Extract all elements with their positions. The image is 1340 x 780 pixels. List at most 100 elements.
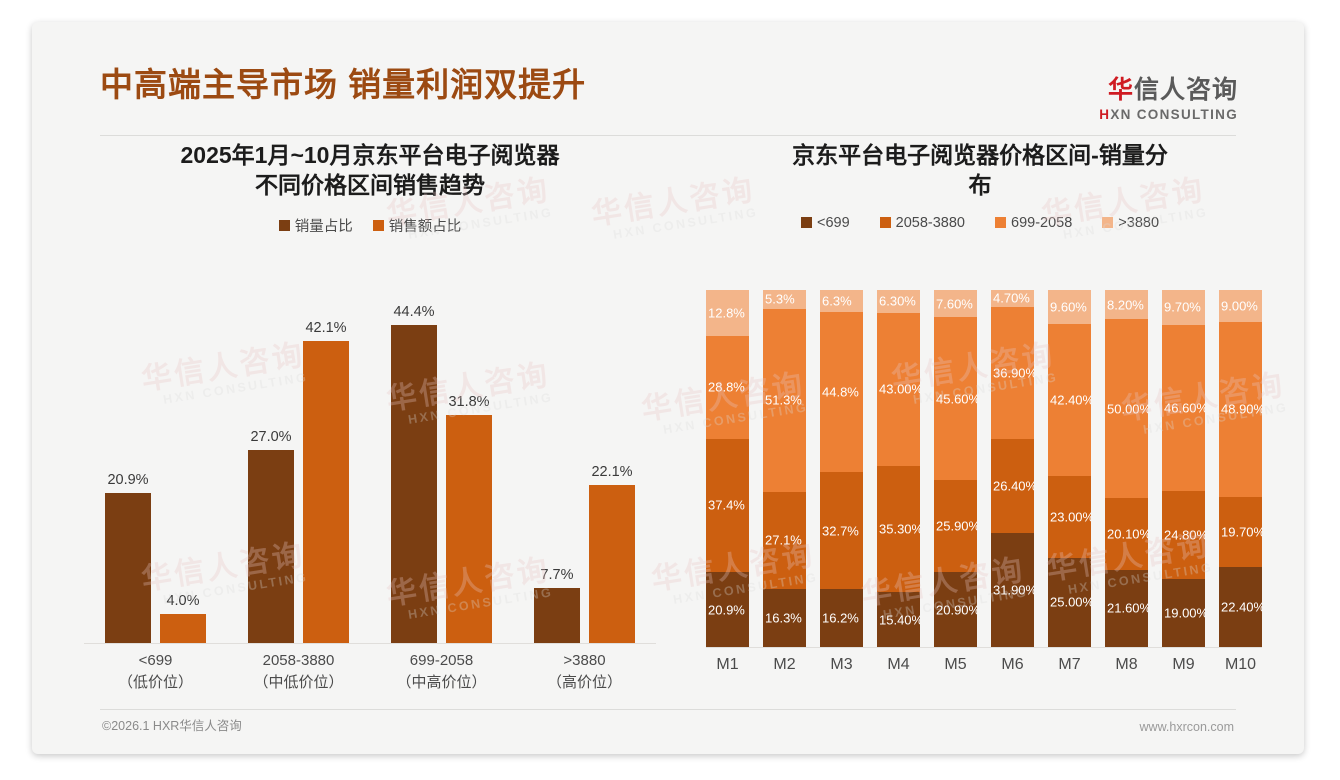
bar[interactable] <box>534 587 580 643</box>
stack-segment[interactable]: 20.10% <box>1105 497 1148 570</box>
stacked-bar-column[interactable]: 8.20% 50.00% 20.10% 21.60% <box>1105 290 1148 647</box>
stack-segment-label: 4.70% <box>993 290 1030 306</box>
stack-segment[interactable]: 44.8% <box>820 312 863 473</box>
stack-segment[interactable]: 19.00% <box>1162 579 1205 647</box>
x-axis-labels-left: <699 （低价位） 2058-3880 （中低价位） 699-2058 （中高价位） >3… <box>84 650 656 694</box>
stack-segment[interactable]: 24.80% <box>1162 490 1205 580</box>
stack-segment[interactable]: 15.40% <box>877 592 920 647</box>
stack-segment[interactable]: 28.8% <box>706 335 749 439</box>
stacked-bar-column[interactable]: 5.3% 51.3% 27.1% 16.3% <box>763 290 806 647</box>
stack-segment[interactable]: 43.00% <box>877 312 920 467</box>
bar[interactable] <box>446 415 492 643</box>
stack-segment-label: 22.40% <box>1221 599 1262 615</box>
legend-item-right-1[interactable]: 2058-3880 <box>879 215 965 231</box>
bar[interactable] <box>105 493 151 643</box>
stack-segment[interactable]: 12.8% <box>706 290 749 336</box>
legend-item-left-0[interactable]: 销量占比 <box>278 215 353 236</box>
bar[interactable] <box>391 324 437 643</box>
stack-segment[interactable]: 32.7% <box>820 472 863 590</box>
bar[interactable] <box>160 614 206 643</box>
stacked-bar-column[interactable]: 7.60% 45.60% 25.90% 20.90% <box>934 290 977 647</box>
legend-swatch-icon <box>1102 217 1114 229</box>
bar[interactable] <box>303 341 349 643</box>
legend-item-right-2[interactable]: 699-2058 <box>995 215 1072 231</box>
stack-segment[interactable]: 35.30% <box>877 466 920 593</box>
bar[interactable] <box>248 449 294 643</box>
x-axis-label: >3880 （高价位） <box>513 650 656 694</box>
bar-groups: 20.9% 4.0% 27.0% 42.1% 44.4% 31.8% 7.7% 22.1% <box>84 300 656 643</box>
stack-segment[interactable]: 5.3% <box>763 290 806 309</box>
bar-column[interactable]: 27.0% <box>248 300 294 643</box>
bar-column[interactable]: 22.1% <box>589 300 635 643</box>
stack-segment[interactable]: 36.90% <box>991 306 1034 439</box>
bar-column[interactable]: 7.7% <box>534 300 580 643</box>
legend-item-right-3[interactable]: >3880 <box>1102 215 1159 231</box>
stacked-bar-column[interactable]: 12.8% 28.8% 37.4% 20.9% <box>706 290 749 647</box>
x-axis-label: 2058-3880 （中低价位） <box>227 650 370 694</box>
stack-segment-label: 35.30% <box>879 521 920 537</box>
chart-title-left-line2: 不同价格区间销售趋势 <box>255 172 485 199</box>
stack-segment[interactable]: 9.60% <box>1048 290 1091 325</box>
bar[interactable] <box>589 484 635 643</box>
stack-segment[interactable]: 23.00% <box>1048 475 1091 558</box>
x-axis-label: <699 （低价位） <box>84 650 227 694</box>
stack-segment[interactable]: 8.20% <box>1105 290 1148 320</box>
stack-segment[interactable]: 22.40% <box>1219 567 1262 647</box>
stack-segment-label: 48.90% <box>1221 401 1262 417</box>
stack-segment[interactable]: 4.70% <box>991 290 1034 307</box>
chart-plot-right: 12.8% 28.8% 37.4% 20.9% 5.3% 51.3% 27.1% 16.3% 6… <box>706 290 1262 648</box>
stacked-bar-column[interactable]: 6.30% 43.00% 35.30% 15.40% <box>877 290 920 647</box>
stack-segment[interactable]: 27.1% <box>763 492 806 589</box>
chart-panel-volume-distribution: 京东平台电子阅览器价格区间-销量分 布 <699 2058-3880 699-205… <box>680 140 1280 700</box>
stack-segment[interactable]: 51.3% <box>763 308 806 493</box>
bar-column[interactable]: 44.4% <box>391 300 437 643</box>
stacked-bar-column[interactable]: 9.70% 46.60% 24.80% 19.00% <box>1162 290 1205 647</box>
stack-segment[interactable]: 31.90% <box>991 533 1034 647</box>
stacked-bar-column[interactable]: 6.3% 44.8% 32.7% 16.2% <box>820 290 863 647</box>
stack-segment[interactable]: 50.00% <box>1105 319 1148 498</box>
stack-segment[interactable]: 16.2% <box>820 589 863 647</box>
stack-segment[interactable]: 25.90% <box>934 479 977 573</box>
footer-copyright: ©2026.1 HXR华信人咨询 <box>102 719 242 733</box>
stacked-bar-column[interactable]: 9.00% 48.90% 19.70% 22.40% <box>1219 290 1262 647</box>
logo-en-rest: XN CONSULTING <box>1110 107 1238 122</box>
stack-segment[interactable]: 7.60% <box>934 290 977 318</box>
x-axis-label: M6 <box>1001 656 1024 673</box>
stack-segment[interactable]: 6.30% <box>877 290 920 313</box>
legend-item-right-0[interactable]: <699 <box>800 215 850 231</box>
stacked-bar-column[interactable]: 9.60% 42.40% 23.00% 25.00% <box>1048 290 1091 647</box>
stack-segment[interactable]: 19.70% <box>1219 496 1262 568</box>
logo-chinese: 华信人咨询 <box>1099 78 1238 103</box>
stack-segment[interactable]: 45.60% <box>934 317 977 480</box>
stack-segment[interactable]: 37.4% <box>706 438 749 573</box>
header-divider <box>100 135 1236 136</box>
stack-segment[interactable]: 16.3% <box>763 588 806 647</box>
x-axis-label: M4 <box>887 656 910 673</box>
stack-segment-label: 15.40% <box>879 612 920 628</box>
bar-column[interactable]: 42.1% <box>303 300 349 643</box>
stacked-bar-column[interactable]: 4.70% 36.90% 26.40% 31.90% <box>991 290 1034 647</box>
logo-english: HXN CONSULTING <box>1099 108 1238 122</box>
stack-segment-label: 7.60% <box>936 296 973 312</box>
stacked-bars: 12.8% 28.8% 37.4% 20.9% 5.3% 51.3% 27.1% 16.3% 6… <box>706 290 1262 647</box>
stack-segment[interactable]: 21.60% <box>1105 569 1148 647</box>
stack-segment[interactable]: 9.00% <box>1219 290 1262 323</box>
chart-title-right-line1: 京东平台电子阅览器价格区间-销量分 <box>792 142 1168 168</box>
slide-header: 中高端主导市场 销量利润双提升 华信人咨询 HXN CONSULTING <box>32 22 1304 136</box>
legend-swatch-icon <box>372 219 384 231</box>
stack-segment[interactable]: 42.40% <box>1048 324 1091 476</box>
stack-segment-label: 42.40% <box>1050 392 1091 408</box>
stack-segment[interactable]: 20.9% <box>706 572 749 647</box>
stack-segment-label: 31.90% <box>993 582 1034 598</box>
stack-segment[interactable]: 6.3% <box>820 290 863 313</box>
stack-segment[interactable]: 20.90% <box>934 572 977 647</box>
stack-segment[interactable]: 26.40% <box>991 438 1034 533</box>
stack-segment[interactable]: 46.60% <box>1162 324 1205 491</box>
stack-segment[interactable]: 48.90% <box>1219 322 1262 497</box>
bar-column[interactable]: 4.0% <box>160 300 206 643</box>
bar-column[interactable]: 20.9% <box>105 300 151 643</box>
legend-item-left-1[interactable]: 销售额占比 <box>372 215 461 236</box>
bar-column[interactable]: 31.8% <box>446 300 492 643</box>
stack-segment[interactable]: 25.00% <box>1048 557 1091 647</box>
stack-segment[interactable]: 9.70% <box>1162 290 1205 325</box>
